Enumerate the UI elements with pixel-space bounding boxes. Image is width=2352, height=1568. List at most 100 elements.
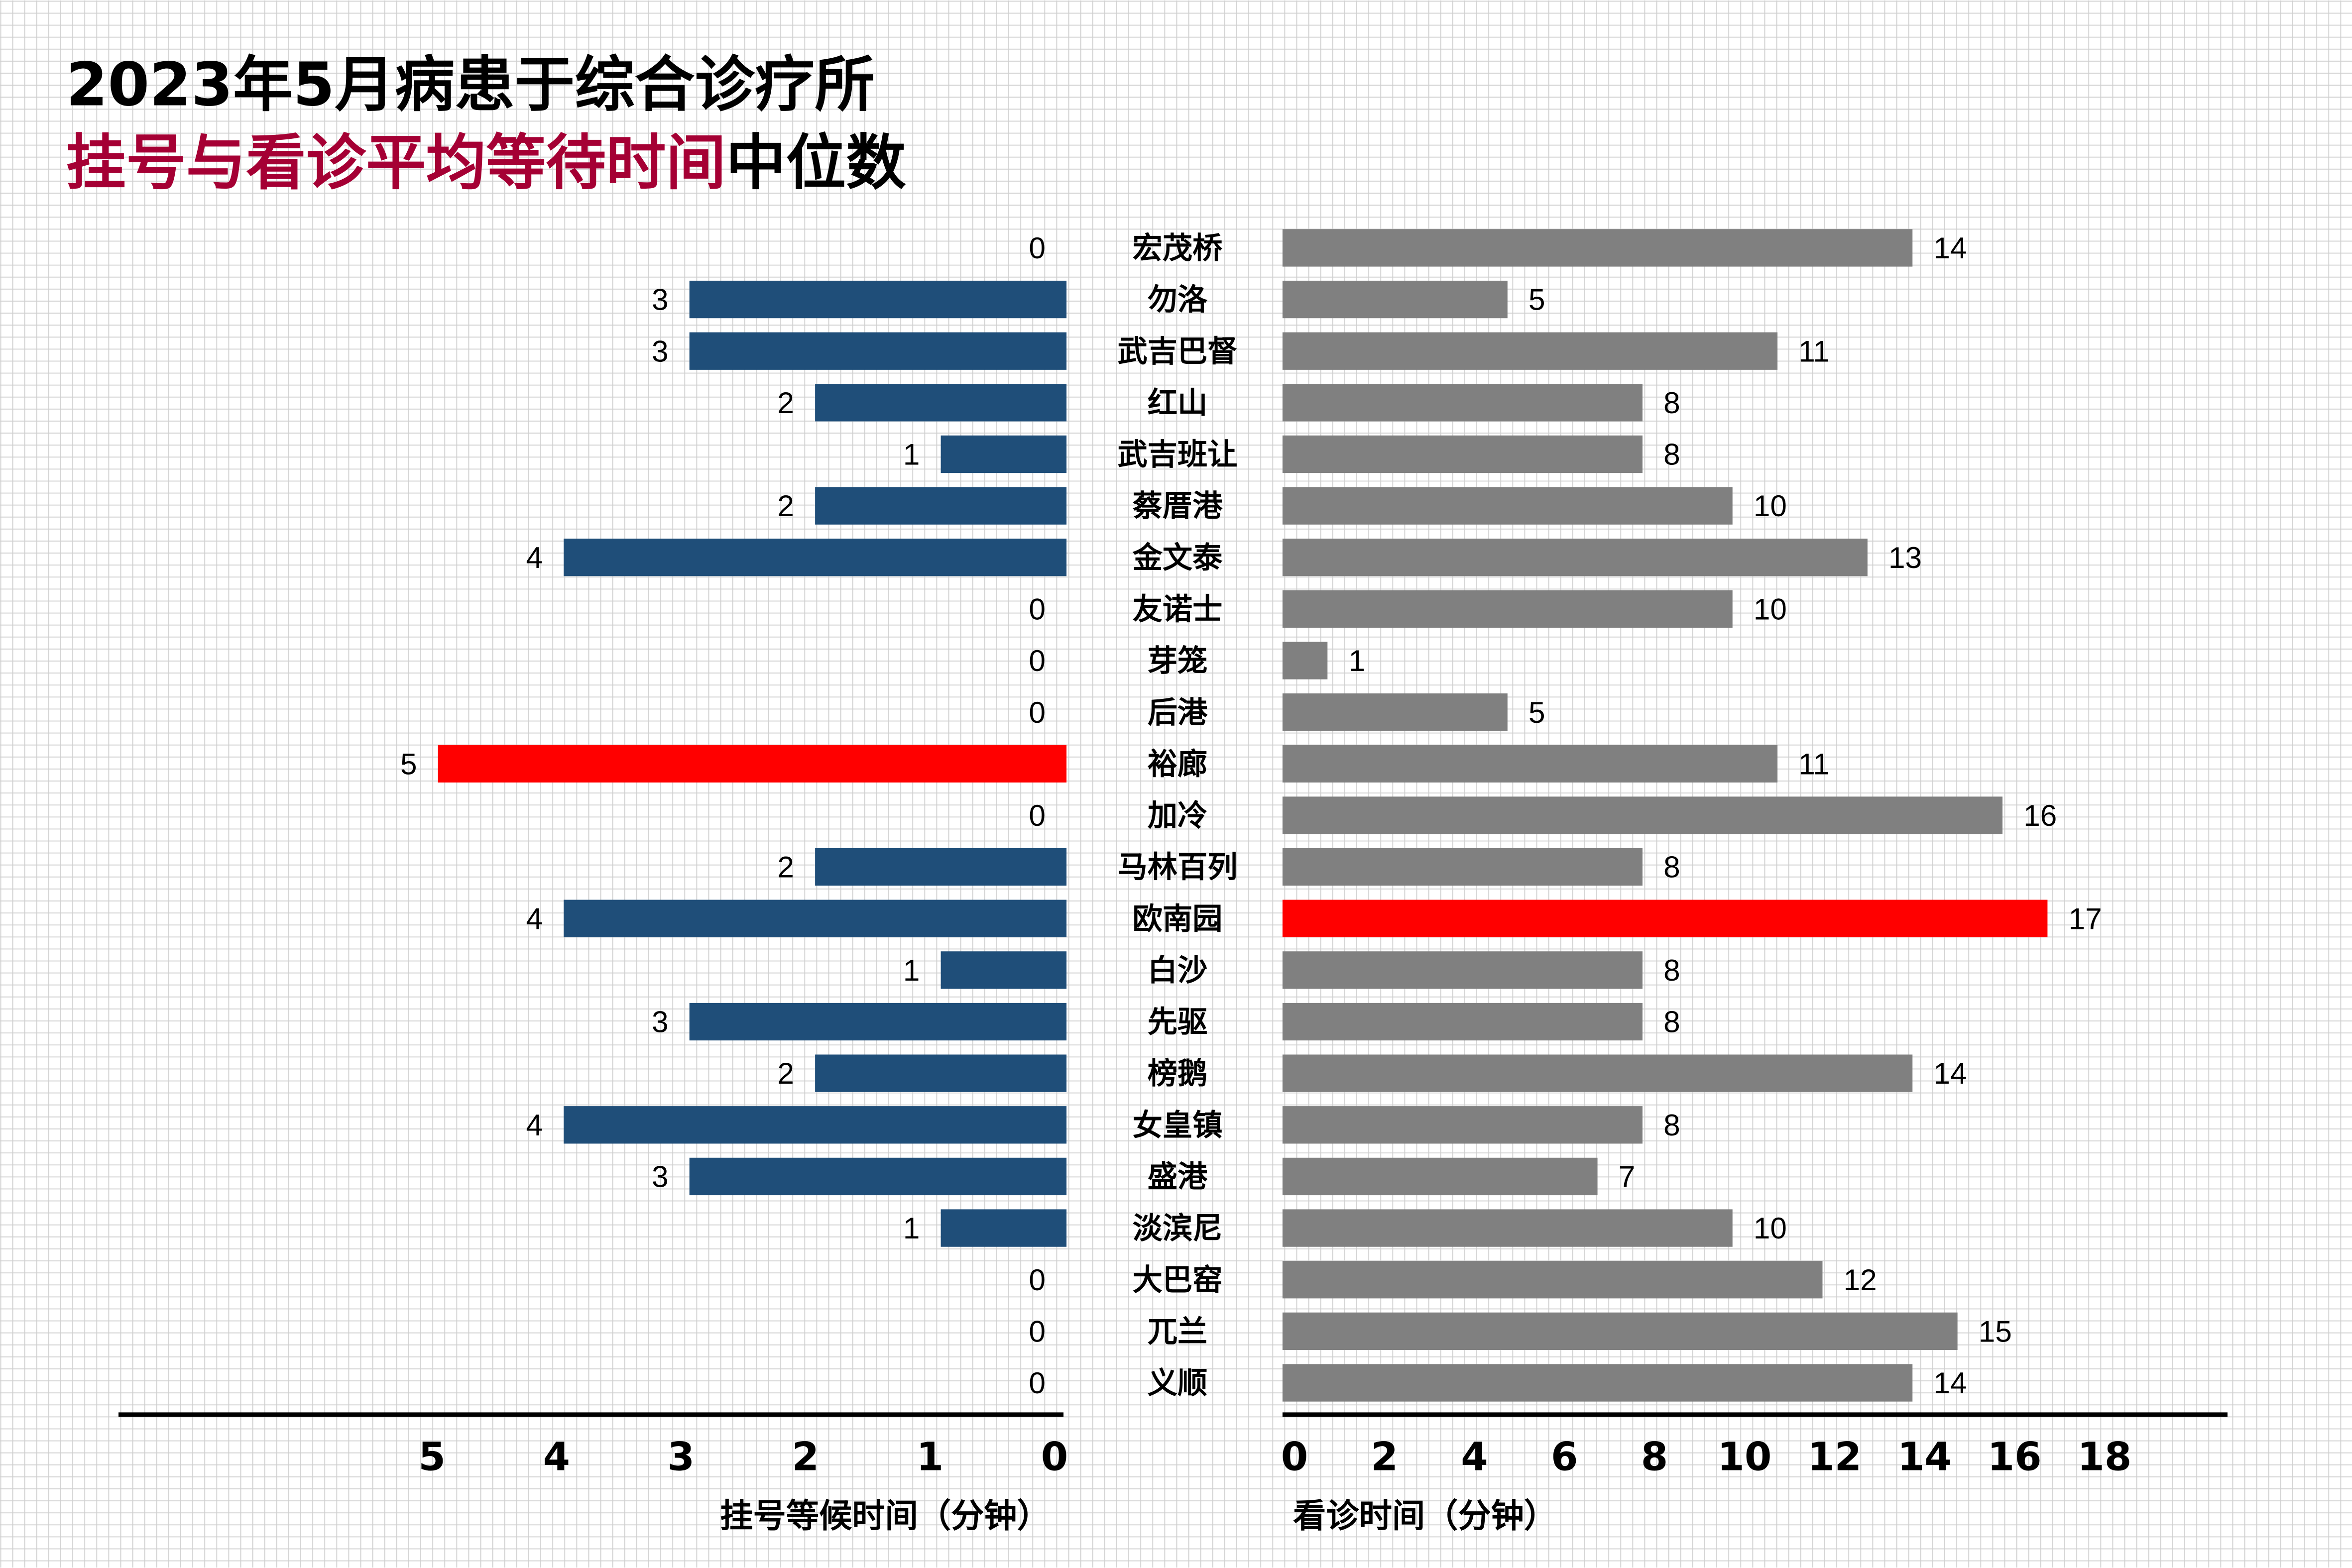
category-label: 白沙 bbox=[1148, 953, 1208, 988]
right-bar bbox=[1282, 848, 1643, 886]
right-value-label: 8 bbox=[1663, 953, 1680, 987]
right-tick-label: 0 bbox=[1281, 1434, 1308, 1479]
category-label: 大巴窑 bbox=[1133, 1263, 1223, 1298]
right-value-label: 16 bbox=[2023, 798, 2057, 832]
right-value-label: 13 bbox=[1888, 541, 1922, 574]
left-bar bbox=[941, 435, 1067, 473]
category-label: 勿洛 bbox=[1148, 283, 1208, 318]
left-value-label: 0 bbox=[1029, 231, 1046, 265]
left-bar bbox=[689, 332, 1067, 370]
right-axis-title: 看诊时间（分钟） bbox=[1293, 1496, 1557, 1535]
right-bar bbox=[1282, 1106, 1643, 1144]
category-label: 武吉巴督 bbox=[1118, 334, 1238, 369]
left-tick-label: 5 bbox=[418, 1434, 446, 1479]
right-value-label: 8 bbox=[1663, 1005, 1680, 1039]
left-value-label: 5 bbox=[400, 747, 417, 781]
right-bar bbox=[1282, 1209, 1733, 1247]
left-tick-label: 1 bbox=[917, 1434, 944, 1479]
right-value-label: 8 bbox=[1663, 438, 1680, 471]
category-label: 欧南园 bbox=[1133, 901, 1223, 936]
right-value-label: 11 bbox=[1798, 747, 1830, 781]
right-bar bbox=[1282, 1364, 1913, 1402]
left-bar bbox=[815, 487, 1067, 525]
title-highlight: 挂号与看诊平均等待时间 bbox=[66, 128, 726, 198]
right-tick-label: 2 bbox=[1371, 1434, 1399, 1479]
left-value-label: 1 bbox=[903, 953, 920, 987]
right-value-label: 8 bbox=[1663, 850, 1680, 884]
category-label: 宏茂桥 bbox=[1133, 231, 1223, 266]
category-label: 芽笼 bbox=[1148, 644, 1208, 678]
left-value-label: 1 bbox=[903, 1211, 920, 1245]
left-bar bbox=[689, 1003, 1067, 1041]
left-value-label: 2 bbox=[777, 489, 794, 523]
left-value-label: 0 bbox=[1029, 592, 1046, 626]
right-tick-label: 16 bbox=[1988, 1434, 2042, 1479]
right-bar bbox=[1282, 745, 1778, 783]
category-label: 友诺士 bbox=[1133, 592, 1223, 627]
right-value-label: 1 bbox=[1348, 644, 1365, 677]
right-value-label: 12 bbox=[1844, 1263, 1877, 1297]
left-value-label: 3 bbox=[652, 334, 669, 368]
right-bar bbox=[1282, 1261, 1823, 1299]
left-bar bbox=[689, 280, 1067, 319]
category-label: 红山 bbox=[1148, 386, 1208, 421]
left-bar bbox=[438, 745, 1067, 783]
left-value-label: 0 bbox=[1029, 1263, 1046, 1297]
right-bar bbox=[1282, 384, 1643, 422]
right-bar bbox=[1282, 1054, 1913, 1092]
left-tick-label: 3 bbox=[668, 1434, 695, 1479]
right-bar bbox=[1282, 539, 1868, 576]
right-bar bbox=[1282, 332, 1778, 370]
right-value-label: 10 bbox=[1754, 592, 1787, 626]
right-bar bbox=[1282, 899, 2048, 937]
left-tick-label: 0 bbox=[1041, 1434, 1068, 1479]
right-value-label: 10 bbox=[1754, 489, 1787, 523]
left-value-label: 3 bbox=[652, 283, 669, 317]
right-bar bbox=[1282, 487, 1733, 525]
right-value-label: 7 bbox=[1619, 1160, 1636, 1194]
left-bar bbox=[564, 899, 1067, 937]
category-label: 后港 bbox=[1148, 695, 1208, 730]
chart-title-line2: 挂号与看诊平均等待时间中位数 bbox=[66, 128, 907, 198]
left-value-label: 2 bbox=[777, 386, 794, 420]
right-bar bbox=[1282, 590, 1733, 628]
left-bar bbox=[815, 384, 1067, 422]
right-bar bbox=[1282, 693, 1508, 731]
category-label: 蔡厝港 bbox=[1133, 489, 1223, 524]
right-bar bbox=[1282, 1157, 1598, 1196]
right-tick-label: 14 bbox=[1897, 1434, 1952, 1479]
left-bar bbox=[815, 1054, 1067, 1092]
left-value-label: 0 bbox=[1029, 1366, 1046, 1400]
right-value-label: 10 bbox=[1754, 1211, 1787, 1245]
left-value-label: 4 bbox=[526, 1108, 543, 1142]
left-tick-label: 2 bbox=[792, 1434, 820, 1479]
category-label: 兀兰 bbox=[1148, 1314, 1208, 1349]
right-value-label: 11 bbox=[1798, 334, 1830, 368]
category-label: 加冷 bbox=[1148, 798, 1208, 833]
left-bar bbox=[941, 951, 1067, 989]
right-tick-label: 6 bbox=[1551, 1434, 1578, 1479]
left-value-label: 0 bbox=[1029, 695, 1046, 729]
right-value-label: 5 bbox=[1529, 283, 1545, 317]
right-tick-label: 18 bbox=[2077, 1434, 2131, 1479]
left-value-label: 4 bbox=[526, 541, 543, 574]
title-rest: 中位数 bbox=[726, 128, 906, 198]
left-value-label: 0 bbox=[1029, 1314, 1046, 1348]
right-tick-label: 4 bbox=[1461, 1434, 1488, 1479]
right-bar bbox=[1282, 229, 1913, 267]
category-label: 裕廊 bbox=[1148, 747, 1208, 782]
chart-title-line1: 2023年5月病患于综合诊疗所 bbox=[66, 50, 875, 120]
left-bar bbox=[815, 848, 1067, 886]
category-label: 盛港 bbox=[1148, 1160, 1208, 1195]
category-label: 榜鹅 bbox=[1148, 1056, 1208, 1091]
right-value-label: 15 bbox=[1979, 1314, 2012, 1348]
right-bar bbox=[1282, 1003, 1643, 1041]
right-bar bbox=[1282, 435, 1643, 473]
right-bar bbox=[1282, 1312, 1958, 1350]
category-label: 淡滨尼 bbox=[1133, 1211, 1223, 1246]
right-bar bbox=[1282, 642, 1328, 679]
category-label: 女皇镇 bbox=[1133, 1108, 1223, 1143]
category-label: 武吉班让 bbox=[1118, 438, 1238, 472]
right-value-label: 8 bbox=[1663, 386, 1680, 420]
right-value-label: 17 bbox=[2069, 901, 2102, 935]
